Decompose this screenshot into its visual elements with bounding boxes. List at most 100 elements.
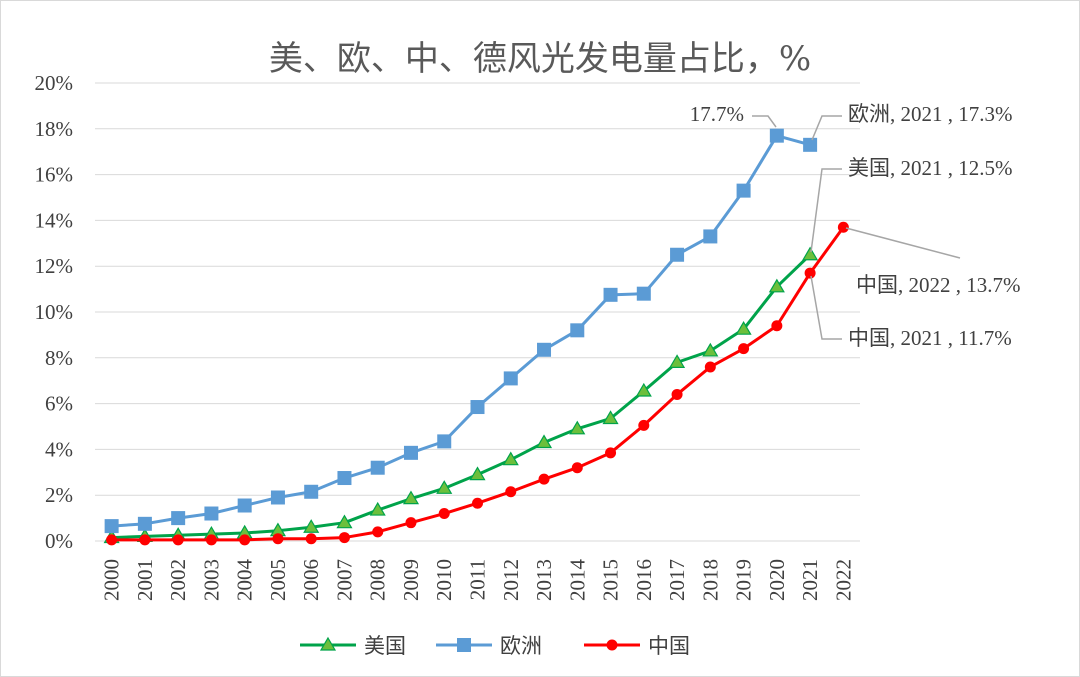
legend-marker xyxy=(457,638,471,652)
data-point xyxy=(837,221,849,233)
data-point xyxy=(436,480,453,494)
data-point xyxy=(703,229,718,244)
data-point xyxy=(603,287,618,302)
data-point xyxy=(336,514,353,529)
annotation-leader-line xyxy=(752,115,777,128)
data-point xyxy=(638,419,650,431)
annotation-leader-line xyxy=(845,227,961,259)
data-point xyxy=(137,516,152,531)
annotation-label: 欧洲, 2021 , 17.3% xyxy=(848,102,1013,126)
data-point xyxy=(437,434,452,449)
x-tick-label: 2004 xyxy=(233,559,257,602)
data-point xyxy=(570,323,585,338)
x-tick-label: 2005 xyxy=(266,559,290,601)
data-point xyxy=(736,183,751,198)
data-point xyxy=(802,246,819,261)
x-tick-label: 2012 xyxy=(499,559,523,601)
data-point xyxy=(472,497,483,509)
data-point xyxy=(237,498,252,513)
annotation-label: 中国, 2021 , 11.7% xyxy=(848,326,1012,350)
legend: 美国 欧洲 中国 xyxy=(300,634,690,658)
x-tick-label: 2003 xyxy=(199,559,223,601)
data-point xyxy=(635,382,652,397)
data-annotations: 17.7% 欧洲, 2021 , 17.3% 美国, 2021 , 12.5% 中国,… xyxy=(690,102,1021,350)
annotation-leader-line xyxy=(810,168,842,253)
data-point xyxy=(503,371,518,386)
data-point xyxy=(704,361,716,373)
data-point xyxy=(139,534,151,546)
y-tick-label: 16% xyxy=(35,163,74,187)
data-point xyxy=(771,320,783,332)
data-point xyxy=(505,486,517,498)
data-point xyxy=(537,342,552,357)
data-point xyxy=(106,534,118,546)
data-point xyxy=(671,388,683,400)
data-point xyxy=(305,533,317,545)
data-point xyxy=(605,447,617,459)
data-point xyxy=(768,278,785,293)
x-tick-label: 2015 xyxy=(599,559,623,601)
data-point xyxy=(272,533,284,545)
data-point xyxy=(470,400,485,415)
y-tick-label: 10% xyxy=(35,300,74,324)
data-point xyxy=(602,410,619,425)
data-point xyxy=(171,511,186,526)
x-tick-label: 2021 xyxy=(798,559,822,601)
data-point xyxy=(438,508,450,520)
data-point xyxy=(369,501,386,516)
annotation-leader-line xyxy=(810,275,842,340)
x-tick-label: 2017 xyxy=(665,559,689,601)
data-point xyxy=(669,354,686,368)
y-axis-ticks: 0% 2% 4% 6% 8% 10% 12% 14% 16% 18% 20% xyxy=(35,71,74,553)
y-tick-label: 20% xyxy=(35,71,74,95)
y-tick-label: 14% xyxy=(35,208,74,232)
data-point xyxy=(402,490,420,505)
data-point xyxy=(205,534,217,546)
y-tick-label: 6% xyxy=(45,392,73,416)
x-tick-label: 2009 xyxy=(399,559,423,601)
y-tick-label: 18% xyxy=(35,117,74,141)
legend-label: 中国 xyxy=(648,634,690,658)
data-point xyxy=(738,343,750,355)
y-tick-label: 8% xyxy=(45,346,73,370)
x-tick-label: 2020 xyxy=(765,559,789,601)
x-tick-label: 2018 xyxy=(698,559,722,601)
annotation-label: 中国, 2022 , 13.7% xyxy=(856,273,1021,297)
legend-marker xyxy=(606,639,618,651)
series-line xyxy=(111,134,811,528)
x-tick-label: 2014 xyxy=(565,559,589,602)
chart-title: 美、欧、中、德风光发电量占比，% xyxy=(269,39,811,79)
x-tick-label: 2013 xyxy=(532,559,556,601)
annotation-leader-line xyxy=(811,115,842,141)
series-line xyxy=(111,226,845,542)
y-tick-label: 2% xyxy=(45,483,73,507)
data-point xyxy=(337,471,352,486)
x-axis-ticks: 2000 2001 2002 2003 2004 2005 2006 2007 2008 2009… xyxy=(100,559,856,602)
data-point xyxy=(670,247,685,262)
annotation-label: 17.7% xyxy=(690,102,744,126)
data-point xyxy=(636,286,651,301)
x-tick-label: 2007 xyxy=(332,559,356,601)
x-tick-label: 2008 xyxy=(366,559,390,601)
data-point xyxy=(104,519,119,534)
data-point xyxy=(405,517,417,529)
legend-label: 美国 xyxy=(364,634,406,658)
data-point xyxy=(803,137,818,152)
x-tick-label: 2019 xyxy=(732,559,756,601)
data-point xyxy=(804,267,816,279)
y-tick-label: 4% xyxy=(45,437,73,461)
data-point xyxy=(172,534,184,546)
x-tick-label: 2000 xyxy=(100,559,124,601)
x-tick-label: 2001 xyxy=(133,559,157,601)
x-tick-label: 2011 xyxy=(466,559,490,600)
data-point xyxy=(538,473,550,485)
x-tick-label: 2006 xyxy=(299,559,323,601)
data-point xyxy=(571,462,583,474)
data-point xyxy=(469,466,486,481)
annotation-label: 美国, 2021 , 12.5% xyxy=(848,156,1013,180)
data-point xyxy=(769,128,784,143)
data-point xyxy=(735,320,752,335)
legend-marker xyxy=(319,636,337,651)
